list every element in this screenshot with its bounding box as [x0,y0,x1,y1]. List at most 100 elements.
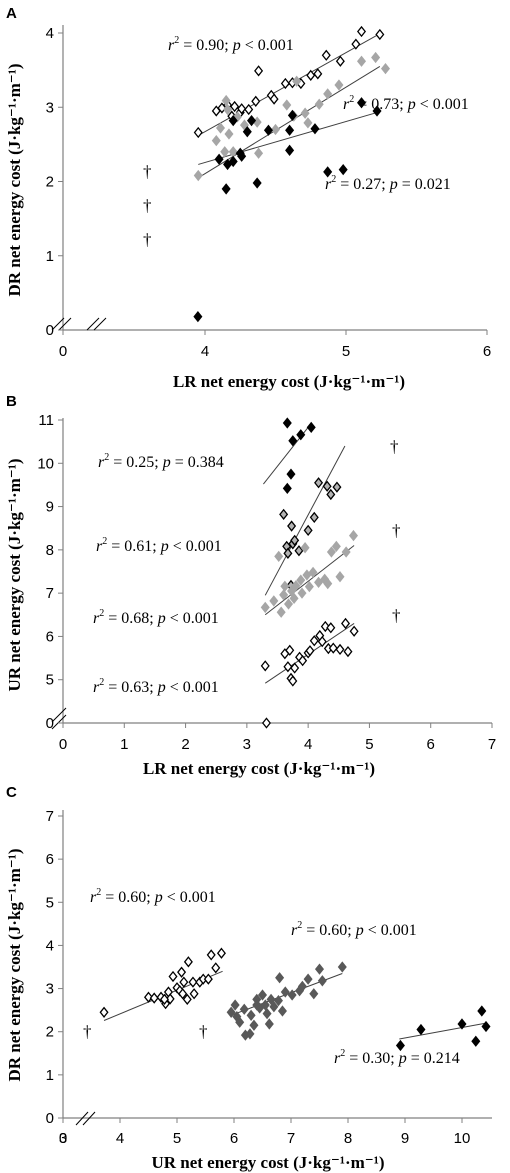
y-tick-label: 11 [38,412,54,429]
data-point [326,488,336,501]
data-point [292,75,302,87]
x-tick-label: 9 [401,1130,409,1147]
data-point [246,1009,256,1021]
axis-break-mark [93,317,107,331]
data-point [303,117,313,129]
x-tick-label: 6 [230,1130,238,1147]
data-point [193,310,203,323]
panel-a-annotation-open: r2 = 0.90; p < 0.001 [168,35,294,54]
data-point [211,135,221,147]
data-point [309,635,319,647]
data-point [242,126,252,138]
y-tick-label: 10 [37,455,54,472]
data-point [395,1039,405,1052]
data-point [99,1006,109,1018]
data-point [193,126,203,139]
data-point [331,540,341,553]
y-tick-label: 6 [46,628,54,645]
data-point [371,51,381,64]
data-point [305,645,315,657]
panel-c-dagger-2: † [199,1022,208,1041]
data-point [303,524,313,537]
data-point [260,999,270,1011]
y-tick-label: 0 [46,322,54,339]
data-point [300,107,310,119]
data-point [257,989,268,1001]
data-point [317,975,327,987]
x-tick-label: 0 [59,343,67,360]
x-tick-label: 0 [59,1130,67,1147]
data-point [182,993,192,1005]
data-point [244,103,254,116]
data-point [214,153,224,165]
y-tick-label: 3 [46,981,54,998]
data-point [285,144,295,156]
data-point [308,566,318,579]
y-tick-label: 0 [46,1110,54,1127]
axis-break-mark [86,317,100,331]
x-tick-label: 6 [483,343,491,360]
y-tick-label: 7 [46,585,54,602]
data-point [188,976,198,988]
data-point [328,642,338,654]
panel-a-tick-labels: 0 4 5 6 0 1 2 3 4 [46,25,492,360]
data-point [282,417,292,429]
data-point [296,429,306,441]
data-point [332,481,342,493]
panel-b-x-axis-title: LR net energy cost (J·kg⁻¹·m⁻¹) [143,759,375,778]
data-point [211,962,221,974]
data-point [310,123,320,135]
data-point [326,546,336,558]
data-point [276,606,286,618]
data-point [230,100,240,113]
data-point [249,1019,259,1031]
data-point [321,49,331,61]
data-point [290,662,300,674]
axis-break-mark [75,1111,89,1126]
data-point [285,644,295,656]
data-point [313,68,323,80]
data-point [235,1016,245,1028]
x-tick-label: 7 [488,736,496,753]
y-tick-label: 3 [46,99,54,116]
data-point [326,622,336,634]
data-point [300,542,310,554]
data-point [343,645,353,658]
data-point [416,1023,426,1036]
data-point [159,993,169,1005]
panel-b-axes [51,418,493,730]
data-point [254,65,264,77]
panel-c-x-axis-title: UR net energy cost (J·kg⁻¹·m⁻¹) [151,1153,384,1172]
data-point [260,601,270,614]
x-tick-label: 10 [454,1130,471,1147]
data-point [261,717,271,729]
panel-a-fit-lines [197,33,381,179]
x-tick-label: 3 [243,736,251,753]
data-point [282,99,292,111]
panel-a-annotation-black: r2 = 0.27; p = 0.021 [325,174,451,193]
y-tick-label: 1 [46,1067,54,1084]
data-point [380,62,390,75]
data-point [245,1028,255,1040]
data-point [289,592,299,604]
data-point [252,177,262,189]
y-tick-label: 5 [46,894,54,911]
data-point [335,571,345,583]
data-point [280,986,290,998]
data-point [178,988,188,1000]
axis-break-mark [58,317,72,331]
data-point [269,93,279,105]
data-point [283,661,293,673]
data-point [287,585,297,597]
fit-line [264,545,355,616]
axis-break-mark [51,707,67,723]
data-point [351,38,361,50]
data-point [341,546,351,558]
data-point [228,155,238,168]
data-point [303,973,313,985]
fit-line [399,1022,487,1040]
data-point [291,580,301,592]
data-point [280,77,290,90]
x-tick-label: 8 [344,1130,352,1147]
data-point [317,635,327,648]
